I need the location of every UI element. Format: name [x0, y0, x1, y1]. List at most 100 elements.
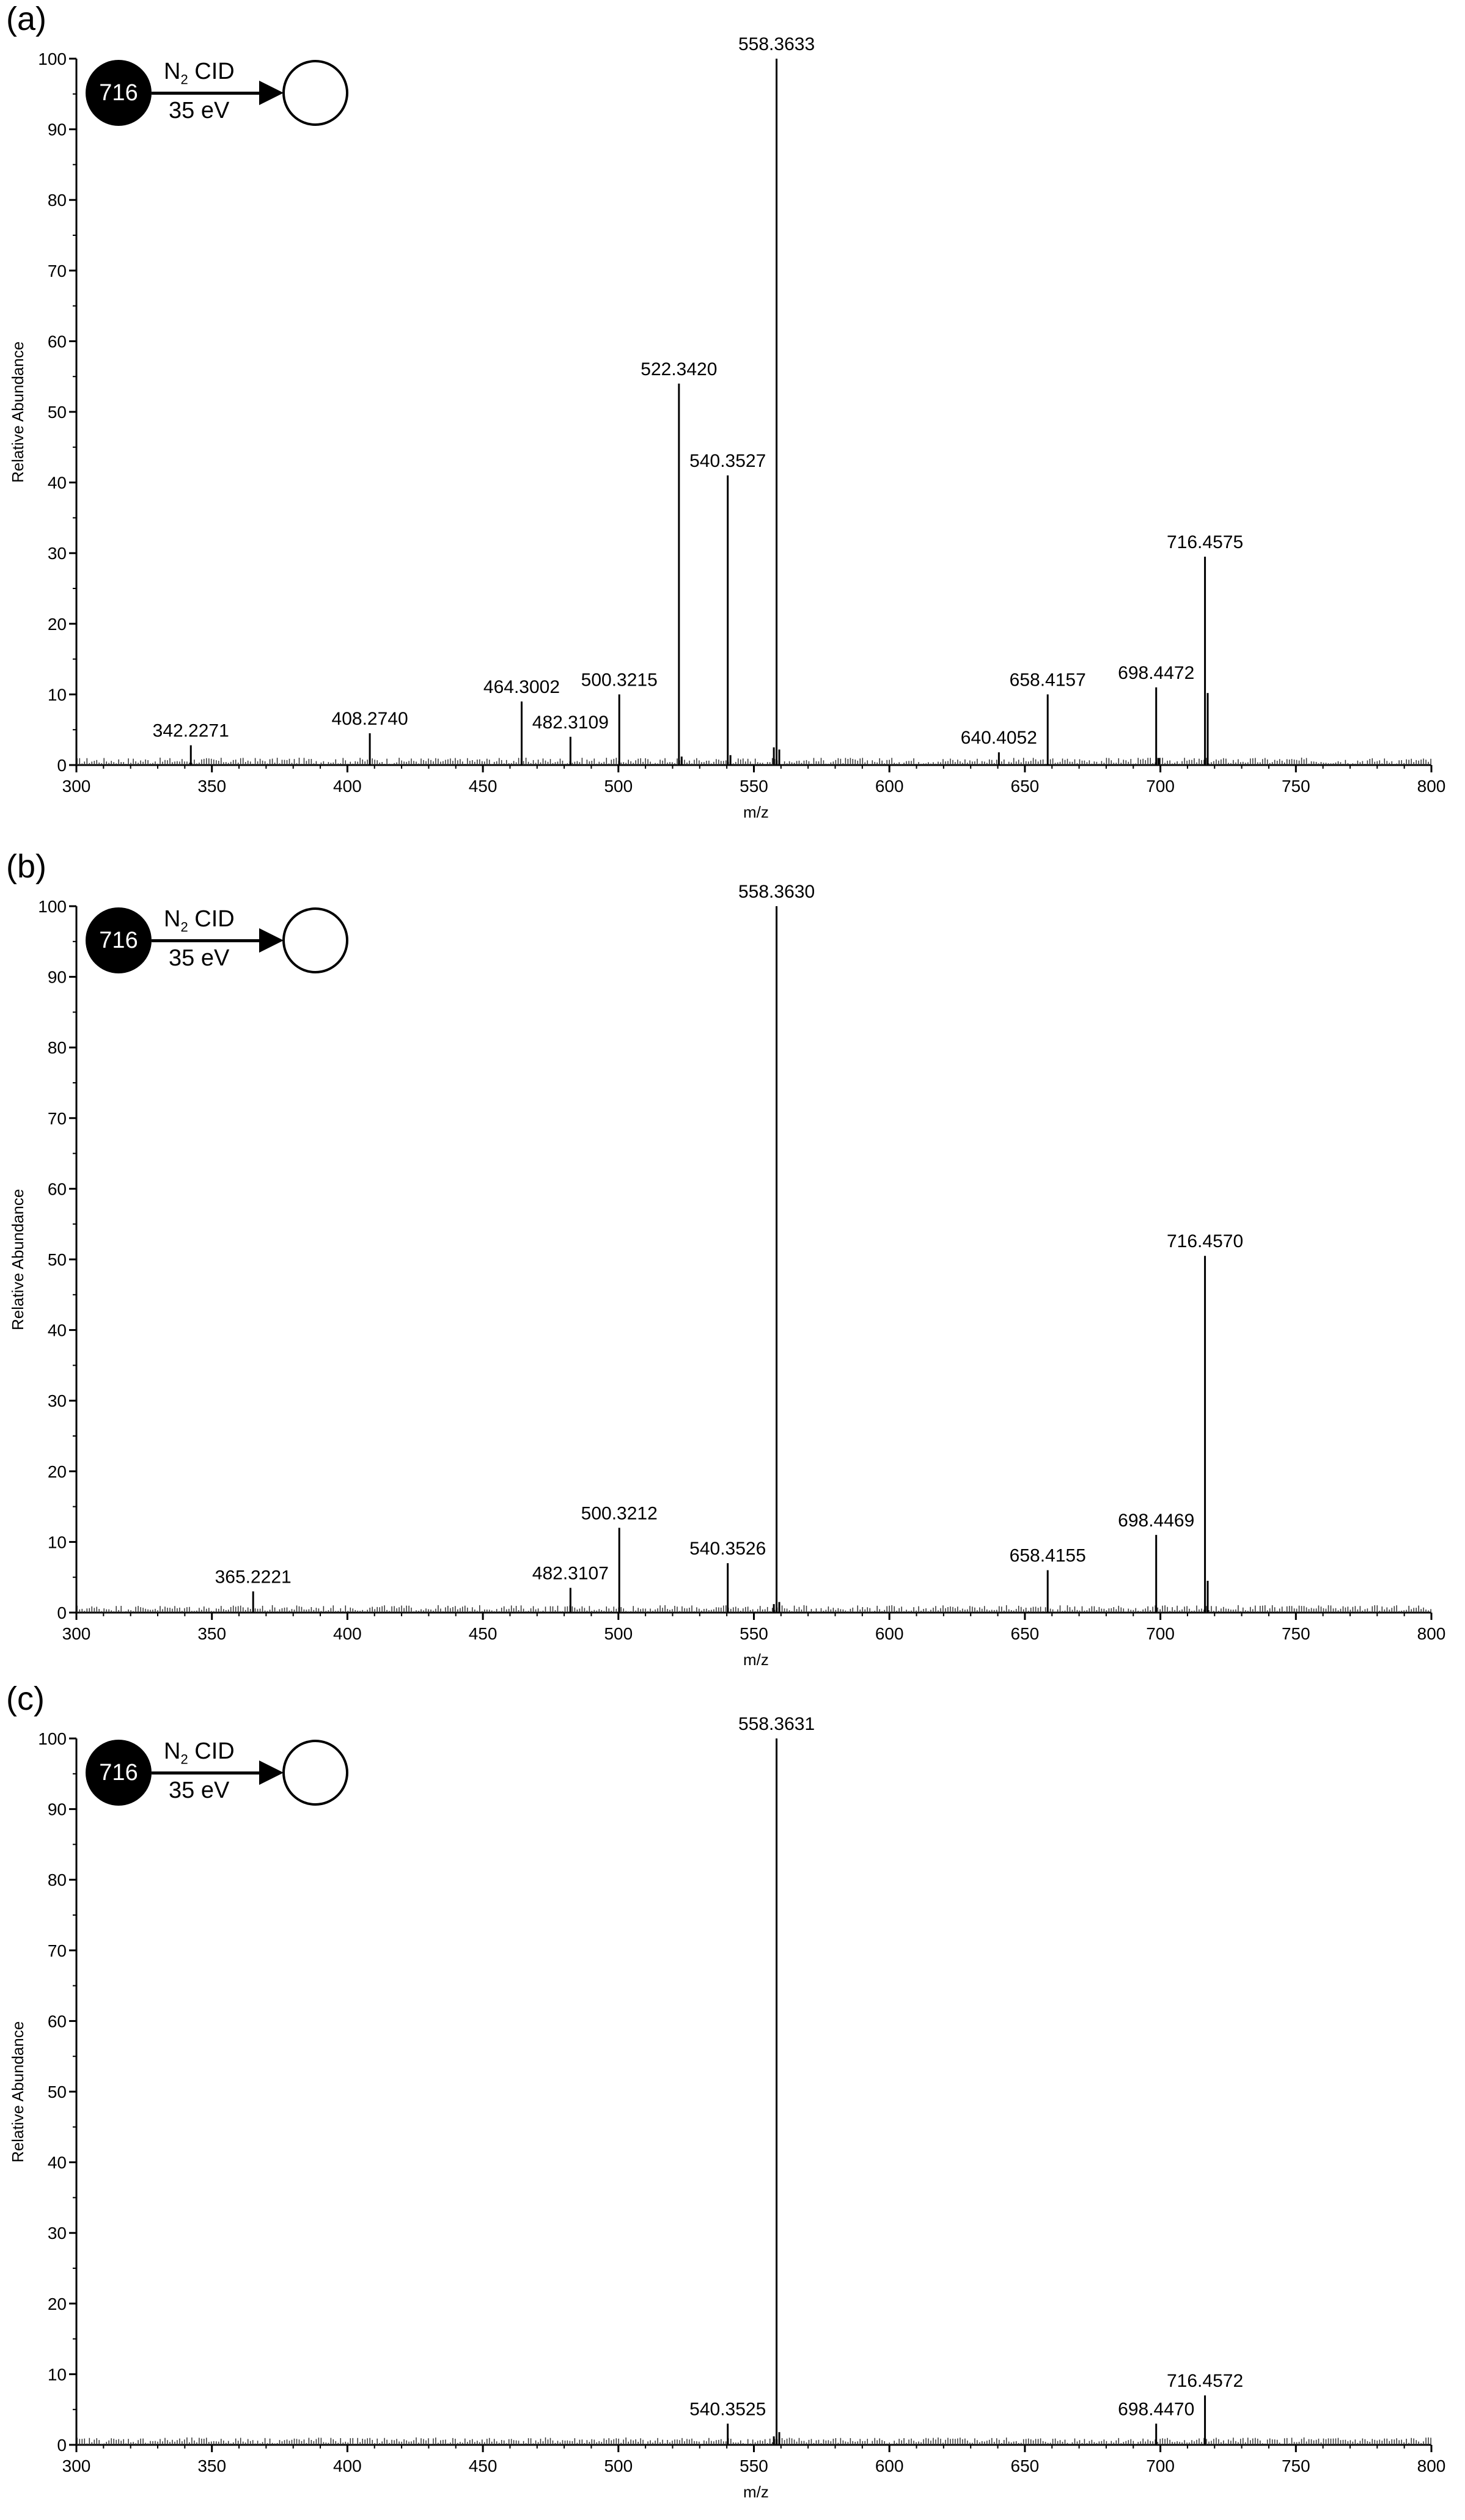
y-tick-label: 0	[57, 2436, 67, 2455]
peak-label: 482.3109	[532, 712, 609, 733]
x-tick-label: 650	[1011, 1624, 1040, 1643]
x-tick-label: 400	[333, 777, 362, 796]
y-tick-label: 10	[48, 1533, 67, 1551]
x-tick-label: 300	[62, 777, 91, 796]
peak-label: 500.3215	[581, 670, 658, 690]
y-tick-label: 70	[48, 262, 67, 280]
spectrum-panel-b: (b) Relative Abundance m/z 716 N2 CID 35…	[0, 848, 1465, 1688]
peak-label: 558.3631	[738, 1714, 815, 1734]
peak-label: 698.4472	[1118, 663, 1194, 683]
spectrum-panel-c: (c) Relative Abundance m/z 716 N2 CID 35…	[0, 1680, 1465, 2520]
activation-method: N2 CID	[164, 906, 235, 935]
y-tick-label: 50	[48, 1250, 67, 1269]
y-tick-label: 40	[48, 1321, 67, 1340]
y-tick-label: 10	[48, 685, 67, 704]
precursor-ion-icon: 716	[86, 60, 152, 126]
spectrum-panel-a: (a) Relative Abundance m/z 716 N2 CID 35…	[0, 0, 1465, 840]
x-tick-label: 300	[62, 2456, 91, 2475]
y-tick-label: 80	[48, 1870, 67, 1889]
x-tick-label: 700	[1146, 1624, 1175, 1643]
baseline-noise	[76, 1605, 1431, 1613]
x-axis-label: m/z	[743, 2483, 769, 2501]
peak-label: 500.3212	[581, 1503, 658, 1523]
x-tick-label: 800	[1417, 1624, 1446, 1643]
x-tick-label: 750	[1282, 777, 1310, 796]
y-tick-label: 90	[48, 120, 67, 139]
x-tick-label: 600	[875, 1624, 904, 1643]
y-tick-label: 80	[48, 1038, 67, 1057]
x-tick-label: 500	[604, 1624, 633, 1643]
peak-label: 558.3633	[738, 34, 815, 54]
peak-label: 658.4155	[1010, 1546, 1086, 1566]
spectrum-plot: 0 10 20 30 40 50 60 70 80 90 100 300 350 400 450 500 550…	[38, 882, 1446, 1643]
arrowhead-icon	[259, 81, 284, 105]
x-tick-label: 550	[740, 2456, 768, 2475]
activation-method: N2 CID	[164, 1738, 235, 1767]
collision-energy: 35 eV	[169, 1778, 230, 1803]
x-tick-label: 350	[197, 1624, 226, 1643]
peak-label: 482.3107	[532, 1564, 609, 1584]
baseline-noise	[76, 757, 1431, 765]
y-tick-label: 60	[48, 332, 67, 351]
x-tick-label: 650	[1011, 2456, 1040, 2475]
x-tick-label: 700	[1146, 2456, 1175, 2475]
peak-label: 540.3527	[689, 451, 766, 471]
y-tick-label: 40	[48, 2153, 67, 2172]
spectrum-plot: 0 10 20 30 40 50 60 70 80 90 100 300 350 400 450 500 550…	[38, 34, 1445, 796]
x-tick-label: 450	[469, 2456, 498, 2475]
arrow-icon	[152, 92, 259, 95]
spectrum-plot: 0 10 20 30 40 50 60 70 80 90 100 300 350 400 450 500 550…	[38, 1714, 1446, 2475]
y-tick-label: 20	[48, 615, 67, 634]
x-tick-label: 650	[1011, 777, 1040, 796]
product-ion-icon	[282, 1740, 348, 1806]
peak-label: 464.3002	[483, 677, 560, 697]
peak-label: 522.3420	[641, 359, 717, 379]
product-ion-icon	[282, 60, 348, 126]
y-tick-label: 50	[48, 403, 67, 422]
panel-label: (a)	[6, 1, 46, 37]
arrow-icon	[152, 1771, 259, 1775]
x-tick-label: 750	[1282, 2456, 1310, 2475]
peak-label: 540.3525	[689, 2399, 766, 2419]
panel-label: (b)	[6, 848, 46, 885]
y-tick-label: 60	[48, 1179, 67, 1198]
x-tick-label: 500	[604, 2456, 633, 2475]
x-tick-label: 700	[1146, 777, 1175, 796]
y-tick-label: 60	[48, 2012, 67, 2031]
y-tick-label: 30	[48, 1391, 67, 1410]
peak-label: 408.2740	[332, 709, 408, 729]
arrow-icon	[152, 939, 259, 942]
cid-scheme: 716 N2 CID 35 eV	[86, 906, 348, 975]
product-ion-icon	[282, 907, 348, 973]
baseline-noise	[76, 2437, 1431, 2445]
peak-label: 365.2221	[215, 1567, 292, 1587]
collision-energy: 35 eV	[169, 98, 230, 123]
x-tick-label: 350	[197, 777, 226, 796]
collision-energy: 35 eV	[169, 945, 230, 971]
x-tick-label: 450	[469, 777, 498, 796]
x-tick-label: 600	[875, 777, 904, 796]
y-tick-label: 30	[48, 2224, 67, 2243]
y-tick-label: 100	[38, 49, 67, 68]
precursor-ion-icon: 716	[86, 907, 152, 973]
y-tick-label: 90	[48, 968, 67, 987]
x-tick-label: 300	[62, 1624, 91, 1643]
peak-label: 698.4470	[1118, 2399, 1194, 2419]
precursor-ion-icon: 716	[86, 1740, 152, 1806]
y-tick-label: 100	[38, 897, 67, 916]
peak-label: 716.4570	[1167, 1231, 1243, 1251]
cid-scheme: 716 N2 CID 35 eV	[86, 59, 348, 127]
y-tick-label: 40	[48, 474, 67, 493]
activation-method: N2 CID	[164, 59, 235, 87]
y-tick-label: 0	[57, 756, 67, 775]
x-tick-label: 800	[1417, 2456, 1446, 2475]
peak-label: 640.4052	[961, 728, 1037, 748]
peak-label: 716.4575	[1167, 532, 1243, 552]
peak-label: 342.2271	[153, 721, 229, 741]
y-tick-label: 50	[48, 2082, 67, 2101]
x-axis-label: m/z	[743, 1650, 769, 1669]
x-tick-label: 600	[875, 2456, 904, 2475]
y-tick-label: 20	[48, 2295, 67, 2313]
peak-label: 716.4572	[1167, 2371, 1243, 2391]
x-tick-label: 550	[740, 1624, 768, 1643]
